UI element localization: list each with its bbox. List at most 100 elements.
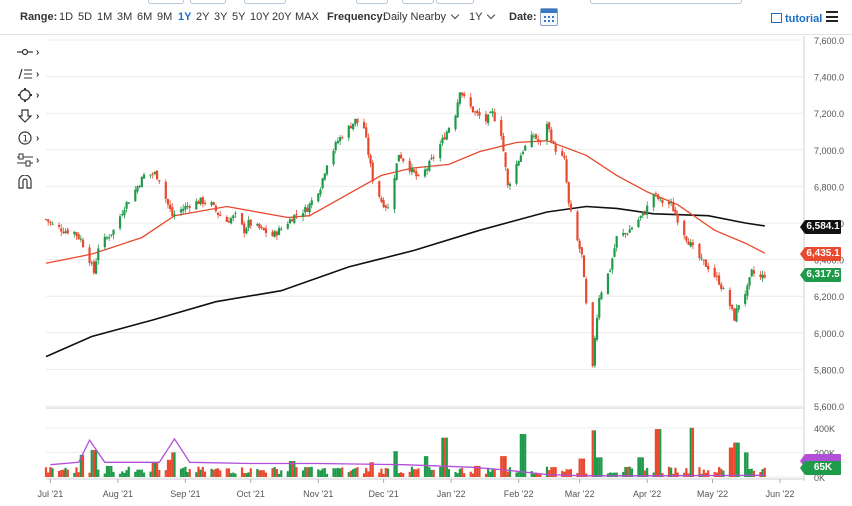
menu-icon[interactable] — [826, 11, 838, 23]
y-tick-label: 5,800.0 — [814, 365, 844, 375]
candle-body — [240, 213, 244, 225]
x-tick-label: Jul '21 — [37, 489, 63, 499]
calendar-icon[interactable] — [540, 8, 558, 26]
candle-body — [659, 198, 662, 200]
trendline-tool-icon[interactable]: › — [16, 67, 44, 83]
candle-body — [661, 200, 664, 203]
volume-bar — [188, 469, 191, 477]
volume-bar — [750, 468, 753, 477]
toolbar-tab[interactable] — [436, 0, 474, 4]
candle-body — [469, 97, 472, 107]
volume-bar — [460, 467, 464, 477]
toolbar-tab[interactable] — [402, 0, 434, 4]
candle-body — [476, 110, 479, 114]
candle-body — [136, 186, 139, 192]
candle-body — [447, 127, 451, 133]
volume-bar — [199, 469, 202, 477]
magnet-tool-icon[interactable] — [16, 175, 44, 191]
volume-bar — [179, 468, 183, 477]
volume-bar — [118, 473, 122, 477]
candle-body — [317, 193, 320, 202]
measure-tool-icon[interactable]: › — [16, 153, 44, 169]
candle-body — [210, 202, 213, 206]
frequency-select[interactable]: Daily Nearby — [383, 10, 460, 23]
candle-body — [611, 258, 614, 270]
volume-bar — [458, 468, 461, 477]
volume-bar — [280, 470, 283, 477]
toolbar-tab[interactable] — [590, 0, 742, 4]
range-3m-button[interactable]: 3M — [117, 11, 133, 23]
candle-body — [64, 231, 67, 233]
volume-bar — [521, 433, 525, 477]
volume-bar — [552, 467, 555, 477]
range-6m-button[interactable]: 6M — [137, 11, 153, 23]
range-3y-button[interactable]: 3Y — [214, 11, 228, 23]
candle-body — [219, 214, 222, 217]
volume-bar — [674, 467, 677, 477]
volume-bar — [667, 466, 671, 477]
volume-bar — [683, 472, 686, 477]
volume-bar — [432, 469, 435, 477]
volume-bar — [628, 466, 631, 477]
candle-body — [685, 236, 688, 241]
shape-tool-icon[interactable]: › — [16, 88, 44, 104]
range-5y-button[interactable]: 5Y — [232, 11, 246, 23]
range-label: Range: — [20, 11, 58, 23]
volume-bar — [349, 470, 353, 477]
volume-bar — [713, 471, 716, 477]
range-max-button[interactable]: MAX — [295, 11, 319, 23]
range-2y-button[interactable]: 2Y — [196, 11, 210, 23]
candle-body — [349, 125, 353, 129]
volume-bar — [92, 449, 96, 477]
volume-bar — [247, 472, 250, 477]
volume-bar — [643, 470, 647, 477]
volume-bar — [550, 467, 553, 477]
candle-body — [493, 112, 496, 122]
range-20y-button[interactable]: 20Y — [272, 11, 292, 23]
volume-bar — [717, 467, 721, 477]
candle-body — [184, 206, 187, 210]
candle-body — [731, 304, 734, 309]
volume-bar — [426, 456, 429, 477]
toolbar-tab[interactable] — [356, 0, 388, 4]
candle-body — [286, 223, 289, 229]
volume-bar — [245, 473, 248, 477]
candle-body — [62, 231, 65, 234]
volume-bar — [500, 456, 503, 477]
toolbar-tab[interactable] — [244, 0, 286, 4]
range-1d-button[interactable]: 1D — [59, 11, 74, 23]
candle-body — [654, 193, 657, 195]
range-9m-button[interactable]: 9M — [157, 11, 173, 23]
period-select[interactable]: 1Y — [469, 10, 496, 23]
toolbar-tab[interactable] — [148, 0, 184, 4]
volume-bar — [105, 465, 109, 477]
volume-bar — [249, 468, 252, 477]
volume-bar — [413, 469, 416, 477]
volume-bar — [763, 467, 766, 477]
candle-body — [118, 216, 122, 229]
candle-body — [532, 135, 536, 137]
arrow-tool-icon[interactable]: › — [16, 109, 44, 125]
volume-bar — [593, 430, 596, 477]
candle-body — [637, 219, 640, 228]
toolbar-tab[interactable] — [190, 0, 226, 4]
candle-body — [97, 248, 100, 261]
range-10y-button[interactable]: 10Y — [250, 11, 270, 23]
volume-bar — [582, 458, 586, 477]
crosshair-tool-icon[interactable]: › — [16, 45, 44, 61]
range-1m-button[interactable]: 1M — [97, 11, 113, 23]
range-1y-button[interactable]: 1Y — [178, 11, 192, 23]
candle-body — [720, 284, 723, 289]
volume-bar — [637, 457, 640, 477]
range-5d-button[interactable]: 5D — [78, 11, 93, 23]
candle-body — [203, 202, 207, 204]
period-value: 1Y — [469, 11, 483, 23]
tutorial-link[interactable]: tutorial — [771, 12, 822, 25]
volume-bar — [417, 468, 420, 477]
volume-bar — [728, 447, 732, 477]
volume-bar — [166, 459, 170, 477]
candle-body — [247, 219, 250, 228]
volume-bar — [347, 472, 350, 477]
candle-body — [728, 290, 732, 306]
annotation-tool-icon[interactable]: 1 › — [16, 131, 44, 147]
